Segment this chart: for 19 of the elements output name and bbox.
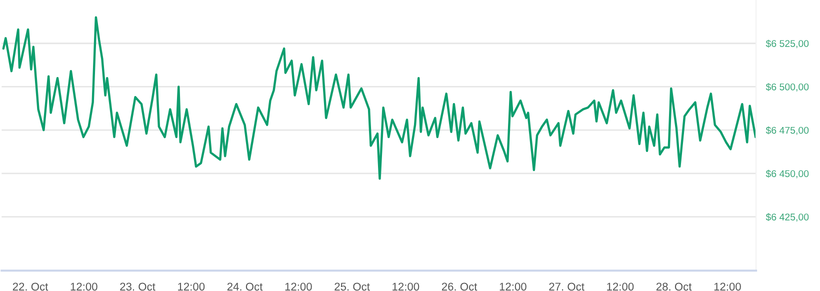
x-tick-label: 12:00	[607, 282, 634, 291]
x-tick-label: 28. Oct	[656, 282, 692, 291]
x-tick-label: 12:00	[70, 282, 98, 291]
x-tick-label: 12:00	[392, 282, 420, 291]
x-tick-label: 24. Oct	[227, 282, 263, 291]
y-tick-label: $6 425,00	[766, 213, 809, 222]
x-tick-label: 23. Oct	[120, 282, 156, 291]
x-tick-label: 27. Oct	[549, 282, 584, 291]
y-tick-label: $6 475,00	[766, 126, 809, 135]
x-tick-label: 22. Oct	[12, 282, 48, 291]
y-tick-label: $6 450,00	[766, 170, 809, 178]
x-tick-label: 12:00	[178, 282, 205, 291]
x-tick-label: 12:00	[500, 282, 526, 291]
y-tick-label: $6 525,00	[766, 40, 809, 48]
y-tick-label: $6 500,00	[766, 83, 809, 92]
x-tick-label: 26. Oct	[442, 282, 478, 291]
x-tick-label: 12:00	[285, 282, 312, 291]
x-tick-label: 12:00	[714, 282, 741, 291]
x-tick-label: 25. Oct	[334, 282, 370, 291]
